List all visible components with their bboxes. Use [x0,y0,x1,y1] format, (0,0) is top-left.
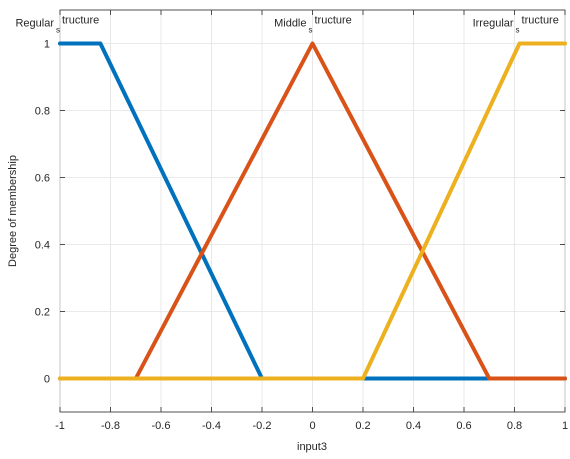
mf-label-main: Regular [15,18,54,30]
mf-label-main: Middle [274,18,306,30]
x-tick-label: -0.4 [202,420,221,432]
x-tick-label: 0.4 [406,420,421,432]
series-lines [58,41,567,381]
mf-label-tail: tructure [522,15,559,27]
x-axis-label: input3 [297,441,327,453]
x-tick-label: -0.6 [152,420,171,432]
x-tick-label: -0.2 [253,420,272,432]
axis-ticks: -1 -0.8 -0.6 -0.4 -0.2 0 0.2 0.4 0.6 0.8 1 0 0.2 0.4 0… [35,10,568,432]
y-tick-label: 1 [44,39,50,51]
x-tick-label: 0 [309,420,315,432]
x-tick-label: 0.6 [456,420,471,432]
mf-label-sub: s [516,26,520,35]
series-line-1 [58,41,567,381]
y-tick-label: 0.2 [35,307,50,319]
grid [59,10,566,412]
mf-label-tail: tructure [315,15,352,27]
mf-label-sub: s [309,26,313,35]
mf-label-sub: s [56,26,60,35]
mf-label-tail: tructure [62,15,99,27]
x-tick-label: -0.8 [101,420,120,432]
y-tick-label: 0.4 [35,240,50,252]
y-tick-label: 0.6 [35,173,50,185]
x-tick-label: 0.8 [507,420,522,432]
x-tick-label: 1 [562,420,568,432]
y-axis-label: Degree of membership [7,155,19,267]
y-tick-label: 0.8 [35,106,50,118]
y-tick-label: 0 [44,374,50,386]
x-tick-label: 0.2 [355,420,370,432]
mf-label-main: Irregular [473,18,514,30]
series-line-3 [58,41,567,381]
x-tick-label: -1 [55,420,65,432]
